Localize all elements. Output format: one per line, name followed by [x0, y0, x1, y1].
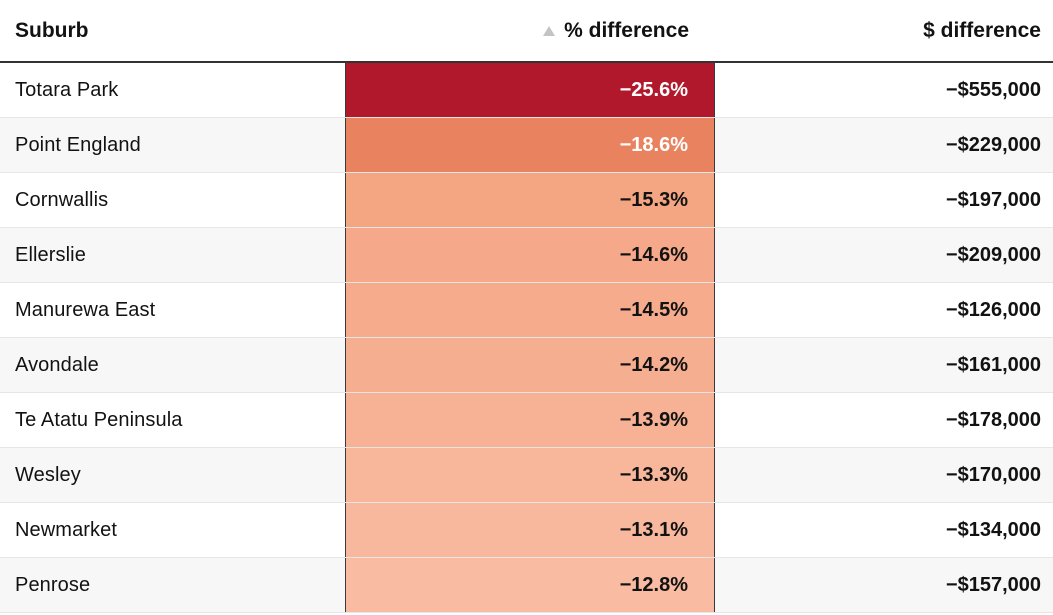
table-row: Penrose −12.8% −$157,000: [0, 558, 1053, 613]
pct-difference-cell: −13.1%: [345, 503, 715, 557]
suburb-cell: Ellerslie: [15, 243, 86, 266]
dollar-difference-cell: −$197,000: [945, 188, 1041, 211]
table-body: Totara Park −25.6% −$555,000 Point Engla…: [0, 63, 1053, 613]
suburb-cell: Manurewa East: [15, 298, 156, 321]
pct-difference-cell: −13.9%: [345, 393, 715, 447]
pct-difference-cell: −14.2%: [345, 338, 715, 392]
header-dollar-label[interactable]: $ difference: [923, 18, 1041, 42]
dollar-difference-cell: −$157,000: [945, 573, 1041, 596]
pct-difference-cell: −13.3%: [345, 448, 715, 502]
pct-difference-cell: −14.6%: [345, 228, 715, 282]
suburb-cell: Avondale: [15, 353, 99, 376]
dollar-difference-cell: −$178,000: [945, 408, 1041, 431]
table-row: Te Atatu Peninsula −13.9% −$178,000: [0, 393, 1053, 448]
table-row: Wesley −13.3% −$170,000: [0, 448, 1053, 503]
header-pct-difference[interactable]: % difference: [345, 0, 715, 61]
dollar-difference-cell: −$126,000: [945, 298, 1041, 321]
header-suburb[interactable]: Suburb: [0, 0, 345, 61]
suburb-cell: Penrose: [15, 573, 91, 596]
dollar-difference-cell: −$229,000: [945, 133, 1041, 156]
table-row: Manurewa East −14.5% −$126,000: [0, 283, 1053, 338]
suburb-cell: Newmarket: [15, 518, 118, 541]
table-row: Totara Park −25.6% −$555,000: [0, 63, 1053, 118]
suburb-cell: Te Atatu Peninsula: [15, 408, 183, 431]
suburb-cell: Wesley: [15, 463, 81, 486]
table-row: Cornwallis −15.3% −$197,000: [0, 173, 1053, 228]
header-suburb-label[interactable]: Suburb: [15, 18, 89, 42]
dollar-difference-cell: −$170,000: [945, 463, 1041, 486]
suburb-cell: Point England: [15, 133, 141, 156]
pct-difference-cell: −14.5%: [345, 283, 715, 337]
table-row: Newmarket −13.1% −$134,000: [0, 503, 1053, 558]
suburb-cell: Cornwallis: [15, 188, 109, 211]
pct-difference-cell: −15.3%: [345, 173, 715, 227]
pct-difference-cell: −12.8%: [345, 558, 715, 612]
header-dollar-difference[interactable]: $ difference: [715, 0, 1053, 61]
suburb-cell: Totara Park: [15, 78, 119, 101]
table-row: Point England −18.6% −$229,000: [0, 118, 1053, 173]
pct-difference-cell: −18.6%: [345, 118, 715, 172]
table-header: Suburb % difference $ difference: [0, 0, 1053, 63]
sort-ascending-icon[interactable]: [543, 25, 556, 36]
dollar-difference-cell: −$555,000: [945, 78, 1041, 101]
dollar-difference-cell: −$209,000: [945, 243, 1041, 266]
pct-difference-cell: −25.6%: [345, 63, 715, 117]
dollar-difference-cell: −$161,000: [945, 353, 1041, 376]
header-pct-label[interactable]: % difference: [564, 18, 689, 42]
table-row: Avondale −14.2% −$161,000: [0, 338, 1053, 393]
dollar-difference-cell: −$134,000: [945, 518, 1041, 541]
table-row: Ellerslie −14.6% −$209,000: [0, 228, 1053, 283]
